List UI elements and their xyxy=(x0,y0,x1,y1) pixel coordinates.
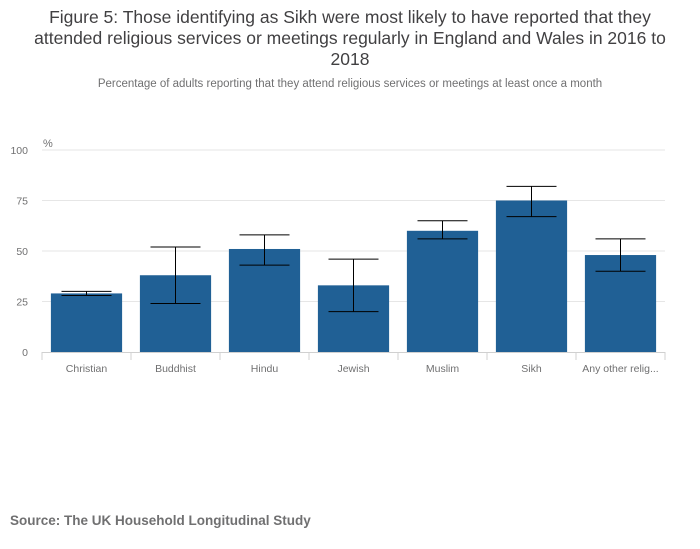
bar-christian xyxy=(50,293,123,352)
x-tick-label: Christian xyxy=(66,363,108,375)
axis-labels: 0 25 50 75 100 Christian Buddhist Hindu Jewish Mu… xyxy=(10,145,658,375)
bar-hindu xyxy=(228,248,301,352)
x-tick-label: Jewish xyxy=(337,363,369,375)
y-tick-label: 75 xyxy=(16,196,28,208)
y-tick-label: 25 xyxy=(16,297,28,309)
chart-plot-area: % 0 25 50 75 100 Christian Buddhist Hindu Jewish… xyxy=(10,138,666,375)
source-note: Source: The UK Household Longitudinal St… xyxy=(10,513,311,528)
chart-title: Figure 5: Those identifying as Sikh were… xyxy=(34,7,666,69)
y-tick-label: 100 xyxy=(10,145,28,157)
bar-sikh xyxy=(495,200,568,352)
x-tick-label: Hindu xyxy=(251,363,279,375)
x-tick-label: Muslim xyxy=(426,363,460,375)
x-tick-label: Any other relig... xyxy=(582,363,658,375)
y-tick-label: 0 xyxy=(22,347,28,359)
x-axis xyxy=(41,352,666,360)
x-tick-label: Buddhist xyxy=(155,363,196,375)
y-axis-unit-label: % xyxy=(43,138,53,150)
error-bars xyxy=(61,185,646,313)
y-tick-label: 50 xyxy=(16,246,28,258)
bar-muslim xyxy=(406,230,479,352)
x-tick-label: Sikh xyxy=(521,363,542,375)
chart-subtitle: Percentage of adults reporting that they… xyxy=(97,78,603,90)
